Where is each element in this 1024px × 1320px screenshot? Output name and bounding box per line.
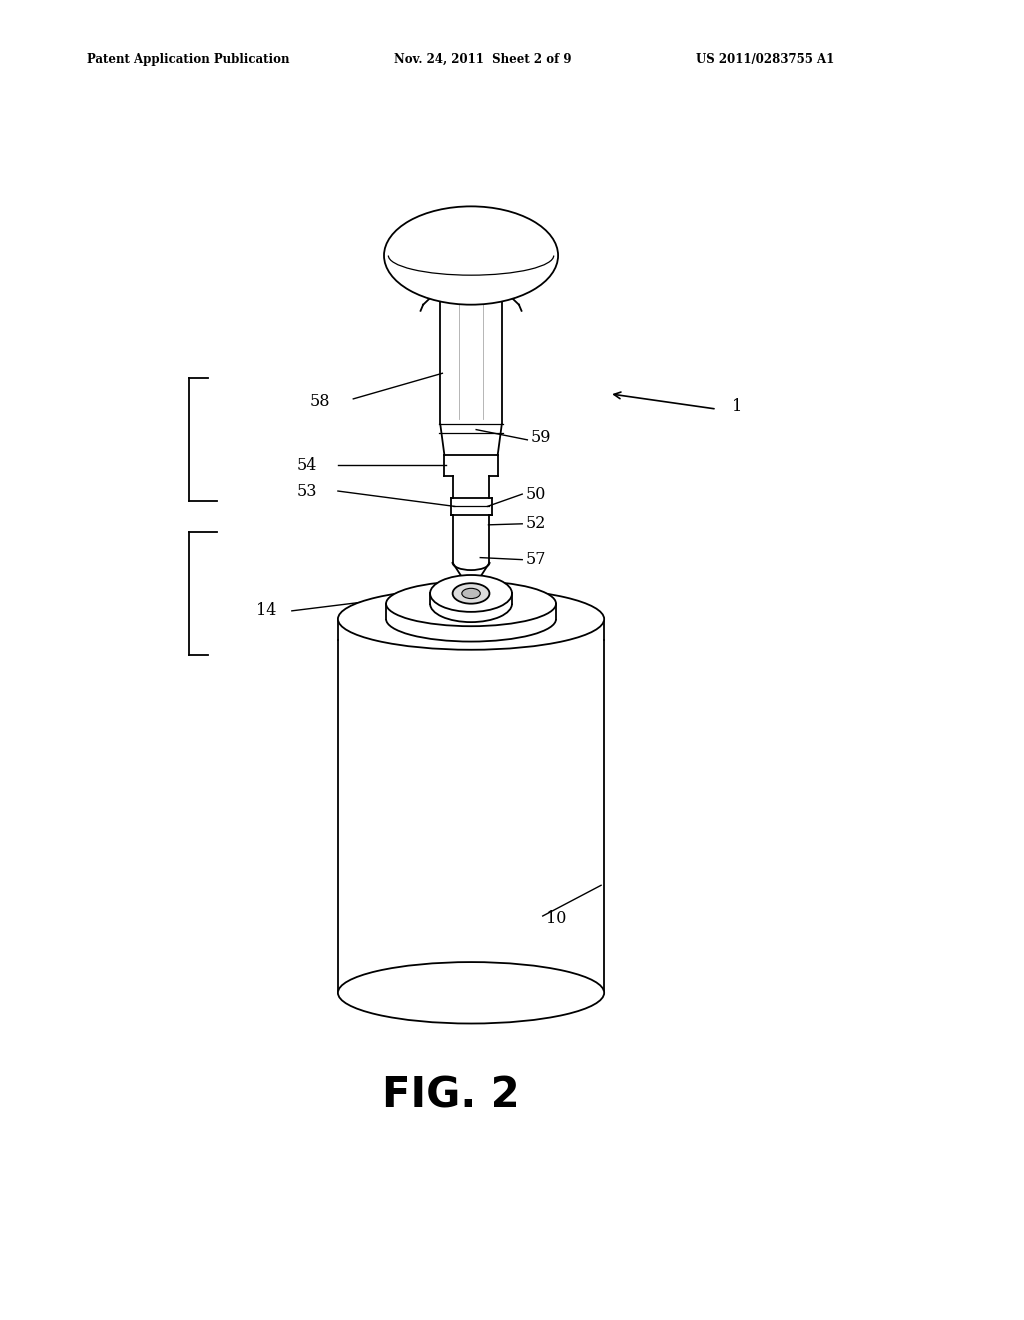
Text: 12: 12 — [525, 593, 546, 609]
Text: 57: 57 — [525, 552, 546, 568]
Ellipse shape — [338, 589, 604, 649]
Ellipse shape — [384, 206, 558, 305]
Ellipse shape — [462, 589, 480, 598]
Ellipse shape — [430, 576, 512, 612]
Text: US 2011/0283755 A1: US 2011/0283755 A1 — [696, 53, 835, 66]
Text: 13: 13 — [525, 632, 546, 649]
Text: FIG. 2: FIG. 2 — [382, 1074, 519, 1117]
Text: 50: 50 — [525, 486, 546, 503]
Text: 15: 15 — [525, 614, 546, 631]
Text: 59: 59 — [530, 429, 551, 446]
Text: 52: 52 — [525, 515, 546, 532]
Text: Nov. 24, 2011  Sheet 2 of 9: Nov. 24, 2011 Sheet 2 of 9 — [394, 53, 571, 66]
Ellipse shape — [386, 581, 556, 626]
Text: Patent Application Publication: Patent Application Publication — [87, 53, 290, 66]
Text: 58: 58 — [309, 393, 330, 411]
Text: 54: 54 — [297, 457, 317, 474]
Text: 14: 14 — [256, 602, 276, 619]
Ellipse shape — [338, 962, 604, 1023]
Text: 1: 1 — [732, 397, 742, 414]
Text: 53: 53 — [297, 483, 317, 499]
Ellipse shape — [453, 583, 489, 603]
Text: 10: 10 — [546, 909, 566, 927]
